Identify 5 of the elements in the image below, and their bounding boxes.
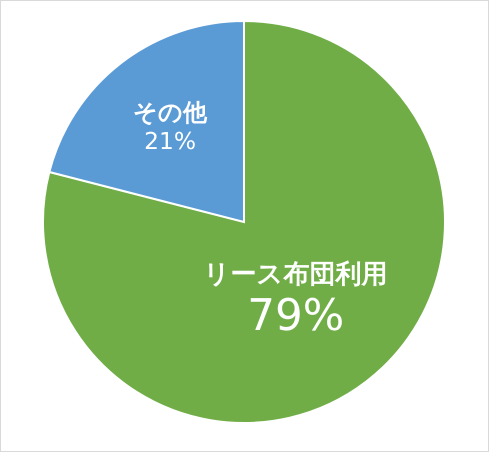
data-label: 79% xyxy=(247,290,344,342)
slice-label: リース布団利用 xyxy=(204,260,388,290)
pie-slice xyxy=(42,20,446,424)
slice-label: その他 xyxy=(133,98,208,127)
data-label: 21% xyxy=(144,126,196,155)
